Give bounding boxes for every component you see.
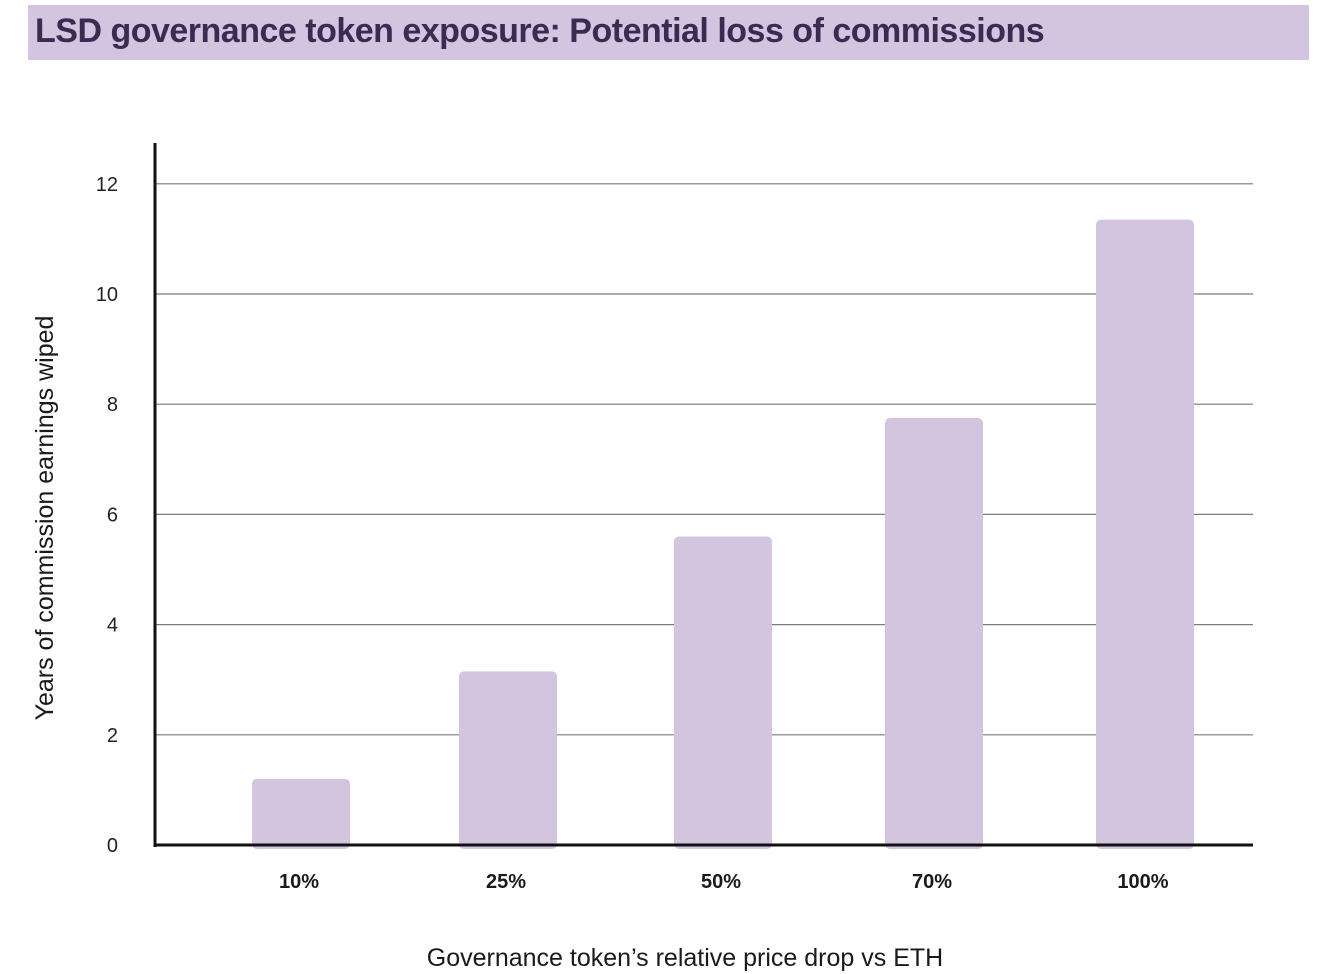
y-tick-label: 10 (96, 284, 118, 306)
y-tick-label: 0 (107, 835, 118, 857)
title-banner: LSD governance token exposure: Potential… (28, 5, 1309, 60)
y-tick-labels: 0 2 4 6 8 10 12 (96, 174, 118, 857)
x-tick-label: 10% (279, 871, 319, 893)
x-tick-label: 50% (701, 871, 741, 893)
y-axis-title: Years of commission earnings wiped (31, 316, 59, 721)
bar (1096, 219, 1194, 850)
y-tick-label: 6 (107, 504, 118, 526)
bars (252, 219, 1194, 850)
x-axis-title: Governance token’s relative price drop v… (427, 944, 943, 972)
bar (252, 778, 350, 849)
x-tick-label: 70% (912, 871, 952, 893)
x-tick-label: 100% (1117, 871, 1168, 893)
x-tick-label: 25% (486, 871, 526, 893)
bar (885, 417, 983, 849)
bar (674, 536, 772, 849)
chart-title: LSD governance token exposure: Potential… (35, 12, 1045, 50)
bar (459, 671, 557, 849)
y-tick-label: 4 (107, 615, 118, 637)
x-tick-labels: 10% 25% 50% 70% 100% (279, 871, 1169, 893)
y-tick-label: 8 (107, 394, 118, 416)
axes (153, 143, 1253, 847)
y-tick-label: 2 (107, 725, 118, 747)
y-tick-label: 12 (96, 174, 118, 196)
